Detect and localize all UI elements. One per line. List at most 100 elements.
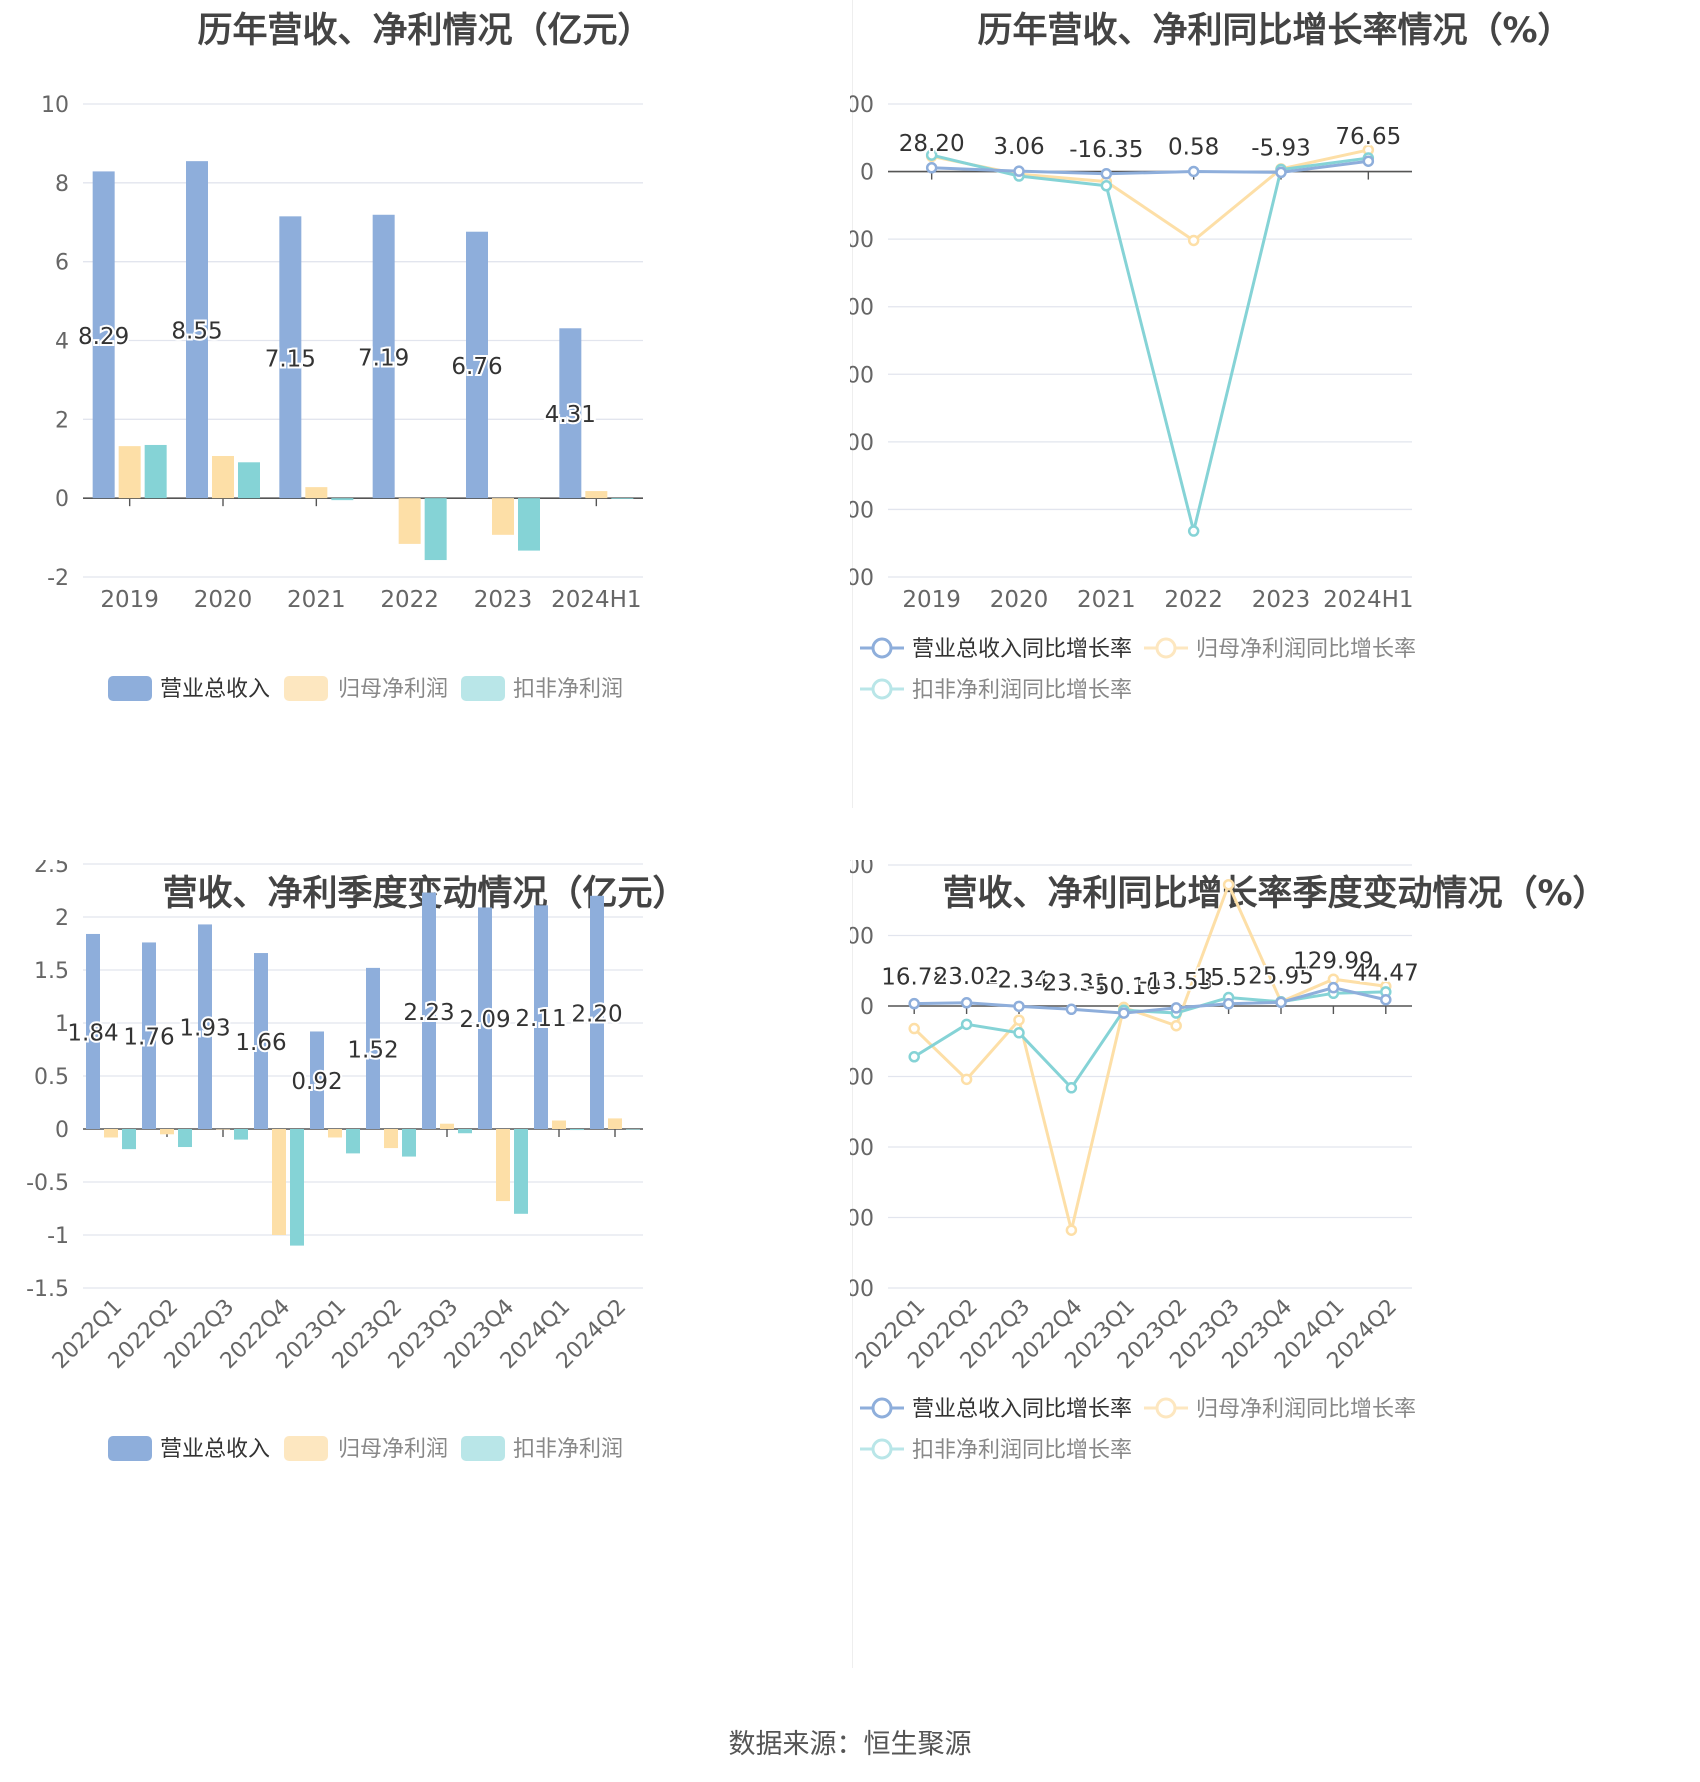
quarterly-bar-bar-revenue [534, 905, 548, 1129]
quarterly-bar-legend-swatch [108, 1436, 152, 1461]
annual-line-data-label: -5.93 [1251, 135, 1311, 161]
annual-bar-x-tick-label: 2022 [380, 587, 439, 613]
quarterly-bar-bar-deducted-profit [458, 1129, 472, 1134]
quarterly-line-series-point [1065, 1224, 1078, 1236]
annual-line-x-tick-label: 2023 [1252, 587, 1311, 613]
annual-bar-x-tick-label: 2023 [474, 587, 533, 613]
annual-revenue-profit-title: 历年营收、净利情况（亿元） [197, 11, 653, 51]
quarterly-line-data-label: 25.95 [1248, 963, 1314, 989]
quarterly-bar-legend-label: 归母净利润 [338, 1437, 448, 1462]
quarterly-bar-data-label: 1.52 [347, 1037, 398, 1063]
quarterly-revenue-profit-chart: -1.5-1-0.500.511.522.52022Q12022Q22022Q3… [26, 860, 643, 1462]
annual-line-y-tick-label: -2,000 [850, 431, 874, 456]
annual-growth-rate-title: 历年营收、净利同比增长率情况（%） [977, 11, 1573, 51]
quarterly-line-data-label: 16.78 [881, 965, 947, 991]
quarterly-bar-y-tick-label: 1 [55, 1012, 69, 1037]
quarterly-bar-bar-revenue [86, 933, 100, 1129]
quarterly-line-series-point [1013, 1027, 1025, 1039]
quarterly-bar-bar-net-profit [440, 1123, 454, 1129]
annual-line-x-tick-label: 2022 [1164, 587, 1223, 613]
quarterly-bar-legend-swatch [461, 1436, 505, 1461]
annual-bar-bar-deducted-profit [424, 498, 447, 561]
annual-revenue-profit-chart: -2 0 2 4 6 8 10 2019 2020 2021 2022 2023 2024H1 8.29 8… [41, 93, 643, 702]
annual-bar-bar-revenue [279, 216, 302, 499]
quarterly-bar-y-tick-label: 1.5 [34, 959, 69, 984]
annual-bar-y-tick-label: 0 [55, 487, 69, 512]
quarterly-bar-bar-net-profit [216, 1129, 230, 1130]
annual-bar-bar-net-profit [492, 498, 514, 535]
annual-line-y-tick-label: -1,000 [850, 296, 874, 321]
annual-line-x-tick-label: 2021 [1077, 587, 1136, 613]
annual-line-series-point [1187, 165, 1200, 178]
annual-line-legend-label: 营业总收入同比增长率 [912, 637, 1132, 662]
annual-line-series-point [1013, 165, 1025, 177]
quarterly-line-legend-label: 营业总收入同比增长率 [912, 1397, 1132, 1422]
annual-line-y-tick-label: 0 [860, 161, 874, 186]
data-source: 数据来源：恒生聚源 [728, 1729, 972, 1760]
quarterly-line-data-label: 23.02 [934, 964, 1000, 990]
quarterly-line-y-tick-label: -2,000 [850, 1277, 874, 1302]
quarterly-bar-bar-net-profit [272, 1129, 286, 1235]
quarterly-line-data-label: 129.99 [1293, 949, 1373, 975]
annual-line-data-label: 3.06 [993, 134, 1044, 160]
annual-bar-legend-label: 归母净利润 [338, 677, 448, 702]
quarterly-line-y-tick-label: 1,000 [850, 860, 874, 879]
quarterly-line-data-label: -13.53 [1139, 969, 1213, 995]
annual-bar-bar-net-profit [585, 491, 608, 499]
quarterly-bar-bar-deducted-profit [402, 1129, 416, 1157]
annual-bar-y-tick-label: 6 [55, 251, 69, 276]
annual-bar-y-tick-label: -2 [47, 566, 69, 591]
quarterly-bar-data-label: 1.76 [123, 1025, 174, 1051]
annual-bar-y-tick-label: 8 [55, 172, 69, 197]
quarterly-bar-bar-deducted-profit [122, 1129, 136, 1150]
quarterly-bar-bar-deducted-profit [234, 1129, 248, 1140]
quarterly-bar-legend-label: 扣非净利润 [513, 1437, 623, 1462]
quarterly-bar-bar-revenue [142, 942, 156, 1129]
quarterly-line-data-label: -2.34 [989, 967, 1049, 993]
quarterly-bar-y-tick-label: -1 [47, 1224, 69, 1249]
quarterly-line-legend-marker [1155, 1397, 1177, 1419]
quarterly-bar-bar-revenue [366, 967, 380, 1129]
annual-bar-bar-deducted-profit [238, 462, 260, 499]
annual-line-data-label: -16.35 [1069, 137, 1143, 163]
annual-bar-legend-label: 营业总收入 [160, 677, 270, 702]
annual-bar-x-tick-label: 2020 [194, 587, 253, 613]
annual-bar-x-tick-label: 2024H1 [551, 587, 641, 613]
quarterly-bar-data-label: 2.23 [403, 1000, 454, 1026]
annual-bar-data-label: 8.55 [171, 319, 222, 345]
quarterly-line-series-line [914, 986, 1387, 1015]
vertical-divider-bottom [852, 860, 853, 1668]
annual-growth-rate-panel: 历年营收、净利同比增长率情况（%） -3,000 -2,500 -2,000 -1,5… [850, 0, 1700, 830]
annual-bar-x-tick-label: 2021 [287, 587, 346, 613]
quarterly-bar-bar-net-profit [552, 1120, 566, 1129]
quarterly-bar-data-label: 0.92 [291, 1069, 342, 1095]
quarterly-line-series-point [1380, 993, 1392, 1006]
annual-bar-bar-revenue [372, 214, 395, 499]
quarterly-bar-bar-deducted-profit [626, 1129, 640, 1130]
annual-bar-bar-net-profit [398, 498, 421, 544]
annual-bar-legend-swatch [284, 676, 328, 701]
quarterly-line-legend-marker [871, 1397, 893, 1419]
annual-bar-bar-revenue [92, 171, 115, 499]
quarterly-bar-bar-revenue [310, 1031, 324, 1129]
annual-bar-bar-deducted-profit [331, 498, 354, 501]
annual-line-x-tick-label: 2019 [902, 587, 961, 613]
quarterly-line-series-point [1170, 1019, 1182, 1032]
quarterly-line-series-point [1065, 1082, 1078, 1094]
annual-line-series-point [1100, 180, 1113, 192]
quarterly-bar-bar-revenue [590, 895, 604, 1129]
quarterly-line-data-label: 44.47 [1353, 961, 1419, 987]
quarterly-bar-bar-deducted-profit [178, 1129, 192, 1148]
annual-line-series-line [931, 159, 1369, 176]
quarterly-line-series-point [1275, 996, 1287, 1009]
quarterly-line-series-point [960, 1073, 973, 1086]
annual-line-series-point [1275, 166, 1287, 179]
quarterly-revenue-profit-panel: 营收、净利季度变动情况（亿元） -1.5-1-0.500.511.522.520… [0, 860, 850, 1690]
quarterly-line-data-label: -50.10 [1087, 974, 1161, 1000]
annual-line-data-label: 0.58 [1168, 134, 1219, 160]
annual-bar-bar-deducted-profit [611, 498, 634, 499]
annual-bar-bar-deducted-profit [518, 498, 540, 551]
quarterly-line-series-point [908, 997, 920, 1010]
quarterly-line-series-point [1222, 878, 1235, 891]
annual-line-series-point [925, 149, 938, 161]
